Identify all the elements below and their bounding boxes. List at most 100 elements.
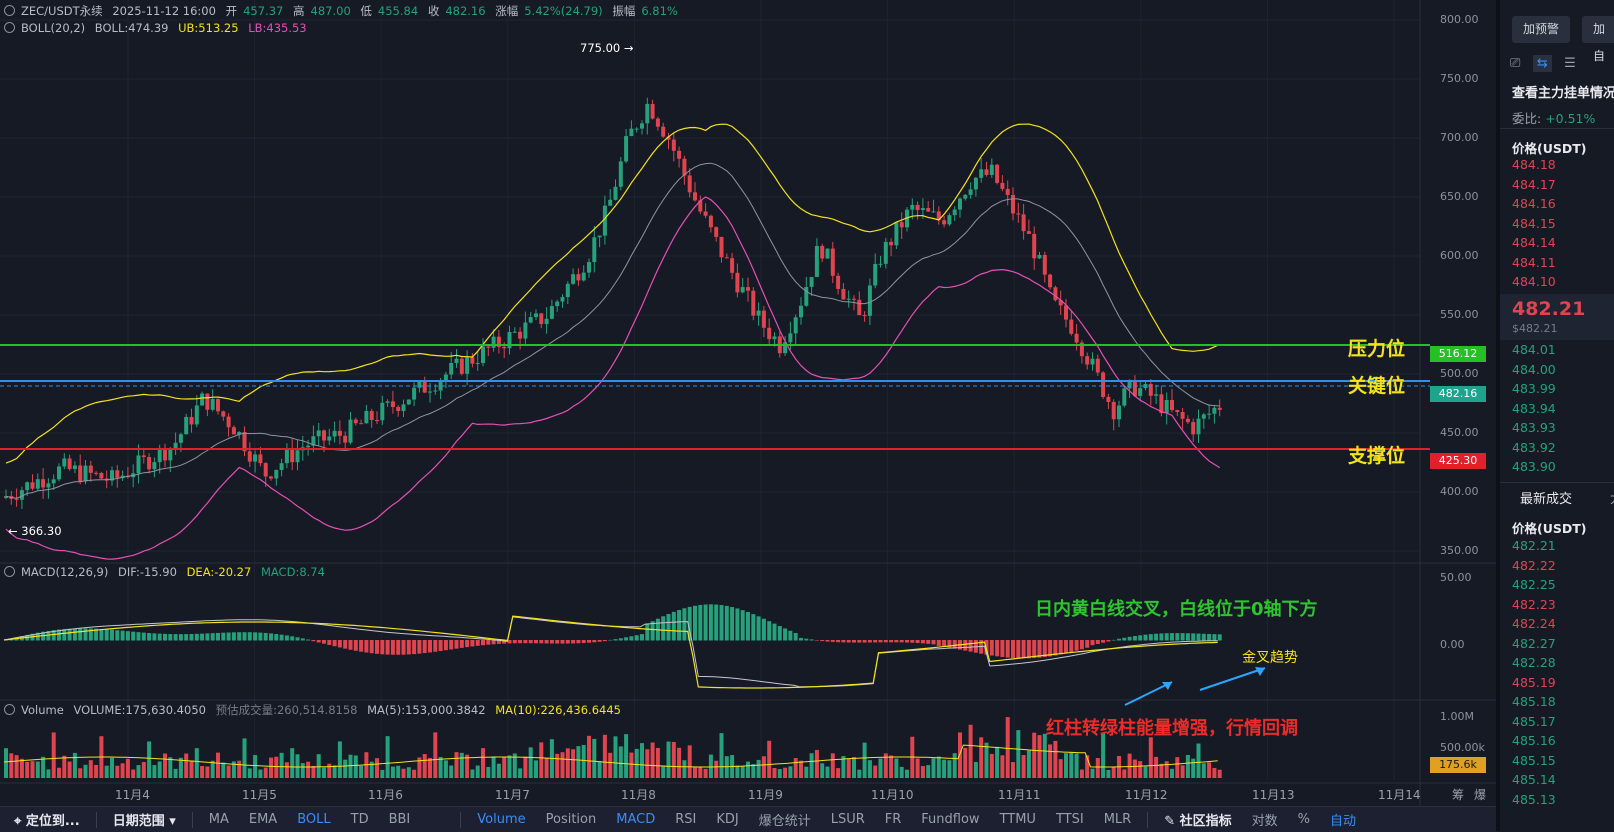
liquidation-button[interactable]: 爆 [1474,788,1487,802]
date-label: 11月12 [1125,788,1168,802]
settings-icon[interactable] [4,5,15,16]
candle-body [634,128,639,130]
candle-body [661,126,666,137]
community-indicator-button[interactable]: ✎ 社区指标 [1164,814,1232,829]
chart-canvas[interactable] [0,0,1496,806]
indicator-rsi[interactable]: RSI [675,812,697,827]
ask-price[interactable]: 484.10 [1512,274,1556,289]
volume-bar [708,754,713,778]
candle-body [920,208,925,211]
trade-price[interactable]: 482.22 [1512,557,1556,573]
trade-price[interactable]: 485.15 [1512,752,1556,768]
candle-body [25,482,30,491]
add-watch-button[interactable]: 加自 [1582,16,1614,63]
chart-area[interactable]: ZEC/USDT永续 2025-11-12 16:00 开 457.37 高 487… [0,0,1496,806]
indicator-macd[interactable]: MACD [616,812,656,827]
candle-body [1132,380,1137,396]
candle-body [687,175,692,193]
candle-body [348,419,353,443]
auto-toggle[interactable]: 自动 [1330,814,1357,829]
indicator-volume[interactable]: Volume [477,812,526,827]
volume-bar [645,749,650,778]
indicator-boll[interactable]: BOLL [297,812,331,827]
bid-price[interactable]: 483.99 [1512,381,1556,396]
trade-price[interactable]: 482.25 [1512,577,1556,592]
trade-price[interactable]: 482.23 [1512,596,1556,612]
ask-price[interactable]: 484.15 [1512,215,1556,231]
toggle-icon[interactable] [4,566,15,577]
volume-bar [1164,761,1169,778]
candle-body [1201,414,1206,419]
volume-bar [666,741,671,778]
indicator-liquidation[interactable]: 爆仓统计 [758,814,811,829]
indicator-ttsi[interactable]: TTSI [1055,812,1084,827]
bid-price[interactable]: 483.90 [1512,459,1556,474]
bid-price[interactable]: 483.93 [1512,420,1556,435]
boll-legend[interactable]: BOLL(20,2) BOLL:474.39 UB:513.25 LB:435.… [4,21,313,35]
indicator-mlr[interactable]: MLR [1103,812,1132,827]
candle-body [910,204,915,210]
candle-body [237,432,242,435]
candle-body [1170,400,1174,411]
trade-price[interactable]: 485.14 [1512,772,1556,787]
macd-bar [645,623,650,641]
trade-price[interactable]: 485.17 [1512,713,1556,729]
candle-body [512,331,517,333]
trade-price[interactable]: 482.27 [1512,635,1556,651]
indicator-kdj[interactable]: KDJ [716,812,739,827]
bid-price[interactable]: 483.92 [1512,439,1556,455]
tab-large-trades[interactable]: 大 [1610,488,1614,507]
ask-price[interactable]: 484.14 [1512,235,1556,250]
macd-legend[interactable]: MACD(12,26,9) DIF:-15.90 DEA:-20.27 MACD… [4,565,331,579]
trade-price[interactable]: 482.28 [1512,655,1556,670]
ask-price[interactable]: 484.17 [1512,176,1556,192]
candle-body [942,220,947,225]
indicator-bbi[interactable]: BBI [388,812,411,827]
log-toggle[interactable]: 对数 [1251,814,1278,829]
indicator-ema[interactable]: EMA [248,812,278,827]
indicator-td[interactable]: TD [350,812,369,827]
chips-button[interactable]: 筹 [1452,788,1465,802]
trade-price[interactable]: 482.21 [1512,538,1556,553]
indicator-lsur[interactable]: LSUR [830,812,865,827]
candle-body [1053,287,1058,301]
ask-price[interactable]: 484.11 [1512,254,1556,270]
macd-bar [682,608,687,641]
ask-price[interactable]: 484.16 [1512,196,1556,211]
locate-button[interactable]: ⌖ 定位到... [14,814,80,829]
add-alert-button[interactable]: 加预警 [1512,16,1571,43]
bid-price[interactable]: 483.94 [1512,400,1556,416]
candle-body [332,430,337,437]
trade-price[interactable]: 485.18 [1512,694,1556,709]
depth-view-icons[interactable]: ⎚ ⇆ ☰ [1510,55,1576,72]
volume-bar [958,732,962,778]
toggle-icon[interactable] [4,704,15,715]
trade-price[interactable]: 485.13 [1512,791,1556,807]
bid-price[interactable]: 484.00 [1512,361,1556,377]
indicator-ma[interactable]: MA [208,812,229,827]
percent-toggle[interactable]: % [1297,812,1311,827]
tab-latest-trades[interactable]: 最新成交 [1520,492,1573,507]
macd-bar [311,640,316,642]
candle-body [1090,358,1095,365]
trade-price[interactable]: 485.19 [1512,674,1556,690]
bid-price[interactable]: 484.01 [1512,342,1556,357]
volume-value: VOLUME:175,630.4050 [73,703,206,717]
macd-bar [587,640,591,643]
macd-bar [952,640,957,649]
ask-price[interactable]: 484.18 [1512,157,1556,172]
trade-price[interactable]: 482.24 [1512,616,1556,631]
orderbook-title[interactable]: 查看主力挂单情况 [1512,86,1614,101]
toggle-icon[interactable] [4,22,15,33]
indicator-ttmu[interactable]: TTMU [999,812,1036,827]
trade-price[interactable]: 485.16 [1512,733,1556,748]
macd-bar [730,607,735,641]
low-label: 低 [360,4,372,18]
date-range-button[interactable]: 日期范围 ▾ [112,814,176,829]
volume-legend[interactable]: Volume VOLUME:175,630.4050 预估成交量:260,514… [4,702,627,718]
indicator-fr[interactable]: FR [884,812,902,827]
indicator-position[interactable]: Position [545,812,597,827]
candle-body [1032,233,1037,259]
volume-bar [459,752,464,778]
indicator-fundflow[interactable]: Fundflow [921,812,980,827]
